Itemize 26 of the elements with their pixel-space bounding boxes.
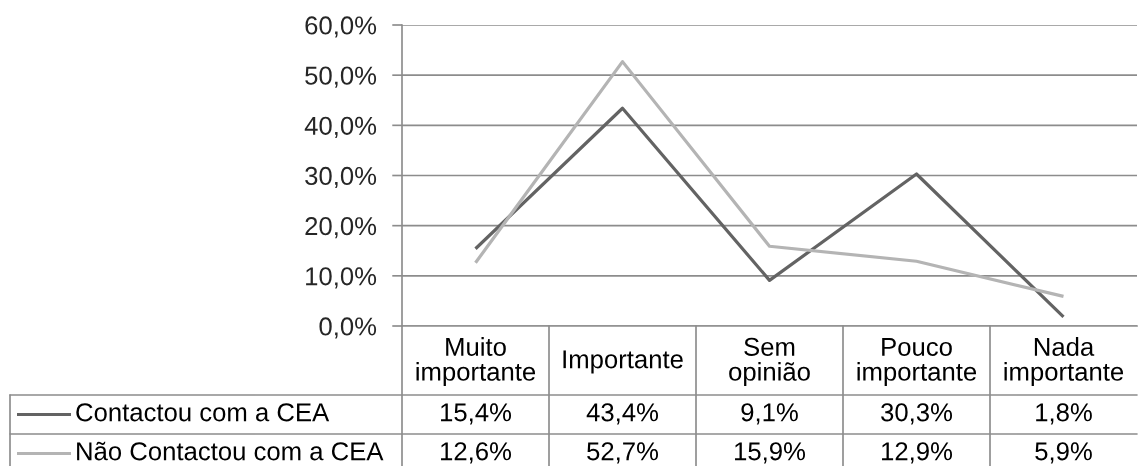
x-tick-label: Pouco importante [857, 338, 977, 386]
y-tick-label: 50,0% [305, 66, 377, 88]
line-series [473, 60, 1066, 298]
y-tick-label: 40,0% [304, 116, 377, 138]
legend-label: Contactou com a CEA [76, 403, 330, 422]
legend-label: Não Contactou com a CEA [77, 441, 384, 461]
y-tick-label: 20,0% [305, 217, 377, 239]
data-label: 12,9% [882, 442, 953, 464]
data-label: 52,7% [587, 442, 659, 464]
data-label: 12,6% [441, 442, 512, 464]
x-tick-label: Importante [563, 350, 683, 374]
data-label: 15,4% [441, 403, 512, 425]
y-tick-label: 60,0% [305, 16, 377, 38]
data-label: 5,9% [1035, 442, 1092, 464]
y-tick-label: 0,0% [319, 317, 377, 339]
x-tick-label: Muito importante [416, 337, 536, 386]
data-label: 1,8% [1036, 403, 1092, 425]
x-tick-label: Nada importante [1004, 337, 1124, 386]
y-tick-label: 30,0% [305, 166, 377, 189]
data-label: 30,3% [881, 403, 953, 425]
data-label: 9,1% [741, 403, 798, 425]
x-tick-label: Sem opinião [729, 337, 810, 386]
data-label: 43,4% [586, 403, 659, 425]
line-series [473, 106, 1066, 319]
y-tick-label: 10,0% [306, 267, 377, 289]
data-label: 15,9% [735, 442, 806, 464]
